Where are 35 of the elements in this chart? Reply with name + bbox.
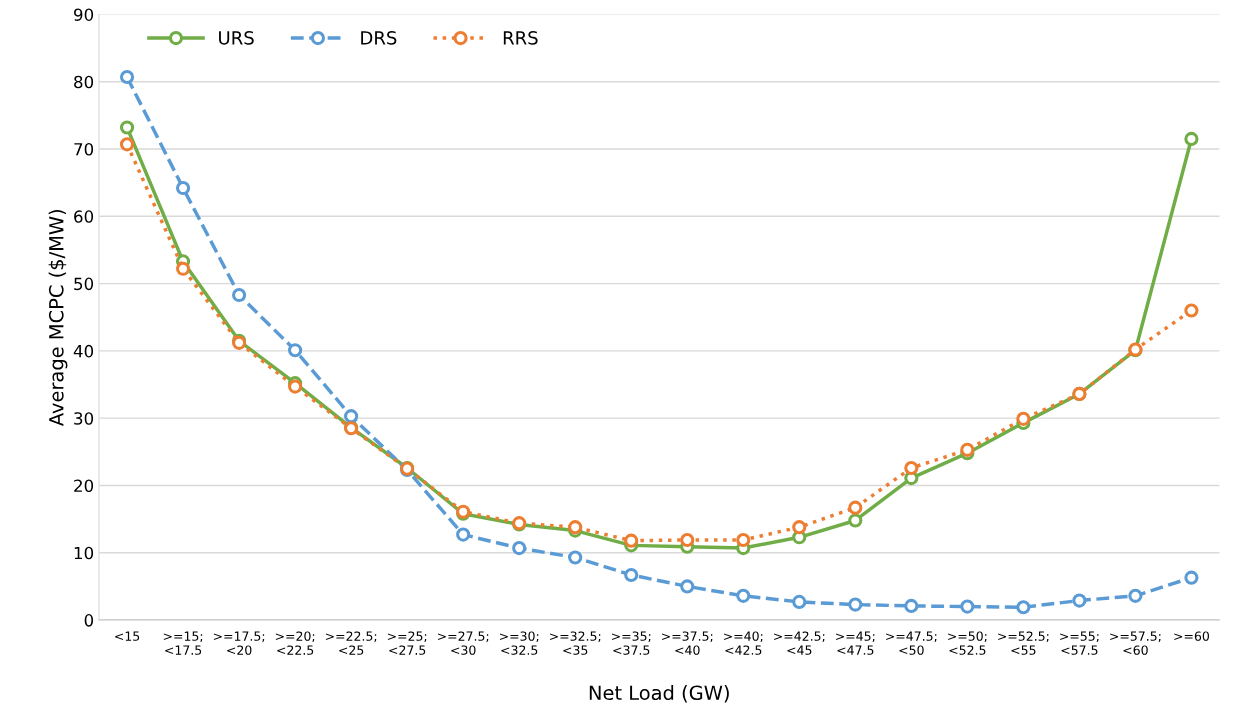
y-tick-label: 50: [74, 277, 94, 291]
y-tick-label: 0: [84, 614, 94, 627]
x-tick-label: >=22.5; <25: [325, 631, 377, 655]
y-tick-label: 90: [74, 8, 94, 21]
y-tick-label: 30: [74, 412, 94, 425]
x-tick-label: >=47.5; <50: [886, 631, 937, 655]
x-axis-title: Net Load (GW): [589, 685, 729, 703]
x-tick-label: >=20; <22.5: [275, 631, 315, 655]
legend-label: RRS: [503, 30, 538, 45]
x-tick-label: >=40; <42.5: [724, 631, 763, 655]
x-tick-label: >=42.5; <45: [774, 631, 825, 655]
y-tick-label: 20: [74, 479, 94, 493]
x-tick-label: >=57.5; <60: [1110, 631, 1161, 655]
legend-label: DRS: [361, 30, 397, 45]
x-tick-label: >=27.5; <30: [437, 631, 489, 655]
y-axis-title: Average MCPC ($/MW): [48, 209, 68, 427]
y-tick-label: 10: [74, 546, 94, 560]
x-tick-label: >=32.5; <35: [550, 631, 601, 655]
x-tick-label: >=30; <32.5: [499, 631, 539, 655]
x-tick-label: >=25; <27.5: [387, 631, 427, 655]
x-tick-label: >=17.5; <20: [213, 631, 265, 655]
x-tick-label: >=50; <52.5: [948, 631, 987, 655]
x-tick-label: >=35; <37.5: [612, 631, 651, 655]
y-tick-label: 40: [73, 344, 94, 358]
y-tick-label: 80: [74, 75, 94, 89]
x-tick-label: >=55; <57.5: [1060, 631, 1099, 655]
x-tick-label: <15: [115, 631, 140, 641]
x-tick-label: >=52.5; <55: [998, 631, 1049, 655]
x-tick-label: >=45; <47.5: [836, 631, 875, 655]
y-tick-label: 70: [74, 142, 94, 156]
y-tick-label: 60: [74, 210, 94, 223]
x-tick-label: >=37.5; <40: [662, 631, 713, 655]
x-tick-label: >=60: [1174, 631, 1210, 641]
x-tick-label: >=15; <17.5: [163, 631, 203, 655]
legend-label: URS: [219, 30, 254, 45]
